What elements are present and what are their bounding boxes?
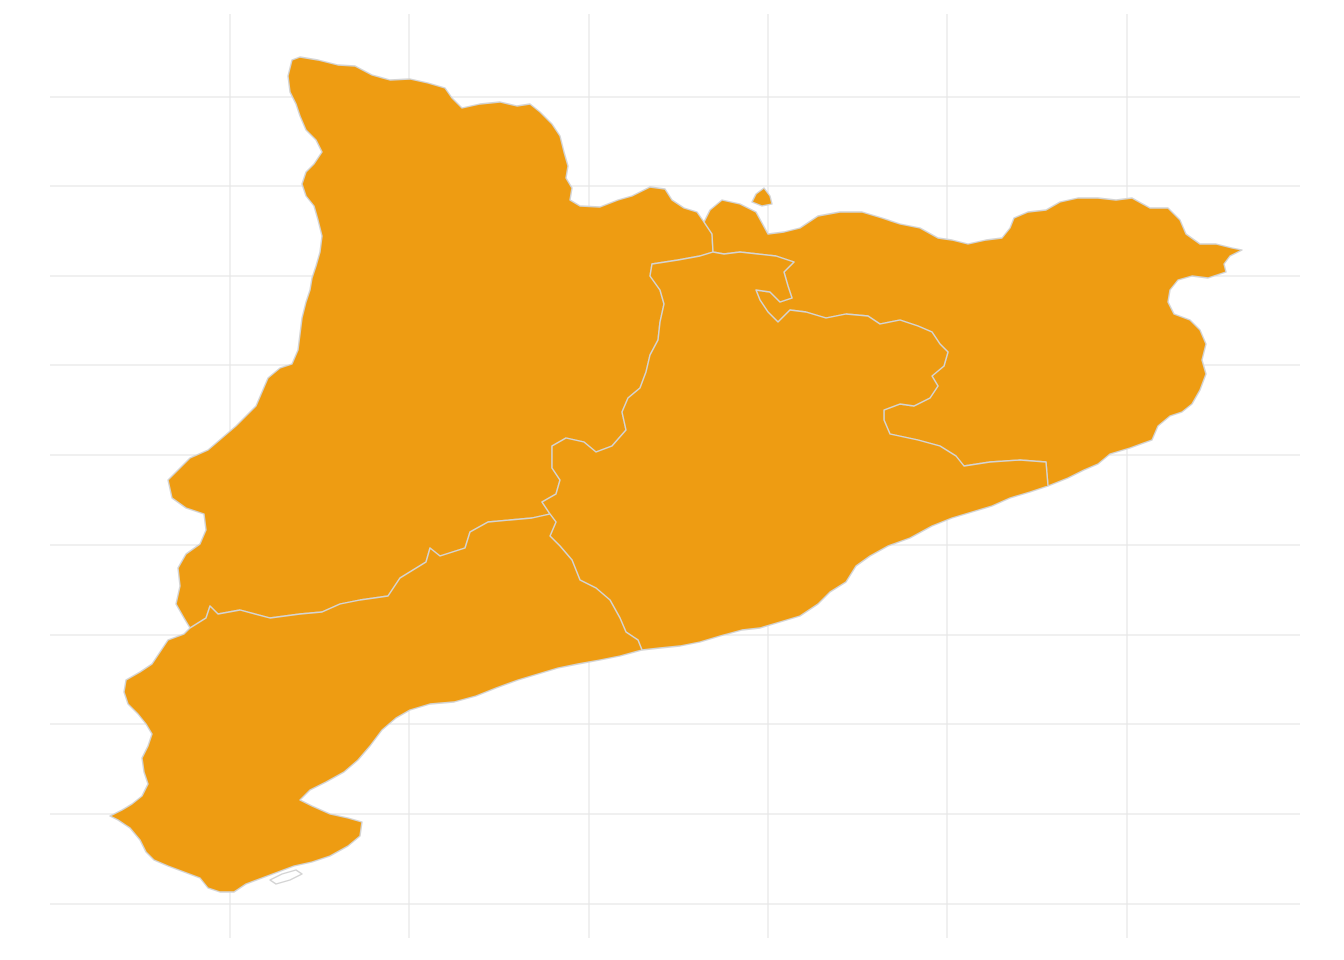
region-enclave[interactable] bbox=[751, 187, 773, 207]
region-barcelona[interactable] bbox=[541, 251, 1049, 651]
delta-inlet bbox=[269, 869, 303, 885]
regions-layer bbox=[109, 56, 1243, 893]
region-tarragona[interactable] bbox=[109, 513, 643, 893]
